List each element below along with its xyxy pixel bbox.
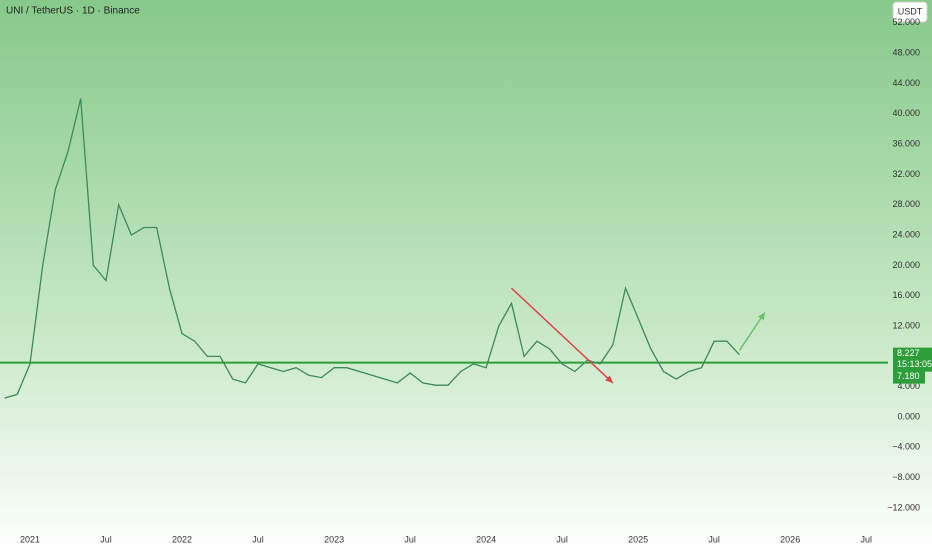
x-tick-label: Jul [860,534,872,544]
y-tick-label: 16.000 [892,290,920,300]
y-tick-label: −4.000 [892,442,920,452]
y-tick-label: 44.000 [892,78,920,88]
y-tick-label: 4.000 [897,381,920,391]
y-tick-label: 32.000 [892,169,920,179]
currency-button[interactable] [892,1,928,23]
y-tick-label: 12.000 [892,320,920,330]
x-tick-label: 2025 [628,534,648,544]
arrow [510,287,614,384]
support-label: 7.180 [897,371,920,381]
x-tick-label: 2023 [324,534,344,544]
arrow-head [757,312,765,321]
y-tick-label: 52.000 [892,17,920,27]
support-box [893,370,925,384]
y-tick-label: 0.000 [897,411,920,421]
y-tick-label: −8.000 [892,472,920,482]
y-tick-label: −12.000 [887,502,920,512]
x-tick-label: Jul [100,534,112,544]
x-tick-label: Jul [404,534,416,544]
last-price-label: 8.227 [897,348,920,358]
y-tick-label: 24.000 [892,229,920,239]
last-price-box [893,347,932,372]
arrow-head [605,375,613,383]
chart-title: UNI / TetherUS · 1D · Binance [6,6,140,17]
x-tick-label: 2022 [172,534,192,544]
y-tick-label: 36.000 [892,138,920,148]
x-tick-label: 2026 [780,534,800,544]
x-tick-label: Jul [252,534,264,544]
x-tick-label: Jul [556,534,568,544]
currency-label[interactable]: USDT [898,6,923,16]
x-tick-label: Jul [708,534,720,544]
price-line [4,98,740,399]
y-tick-label: 28.000 [892,199,920,209]
y-tick-label: 48.000 [892,47,920,57]
countdown-label: 15:13:05 [897,359,932,369]
x-tick-label: 2024 [476,534,496,544]
x-tick-label: 2021 [20,534,40,544]
y-tick-label: 20.000 [892,260,920,270]
y-tick-label: 40.000 [892,108,920,118]
arrow [738,311,766,351]
